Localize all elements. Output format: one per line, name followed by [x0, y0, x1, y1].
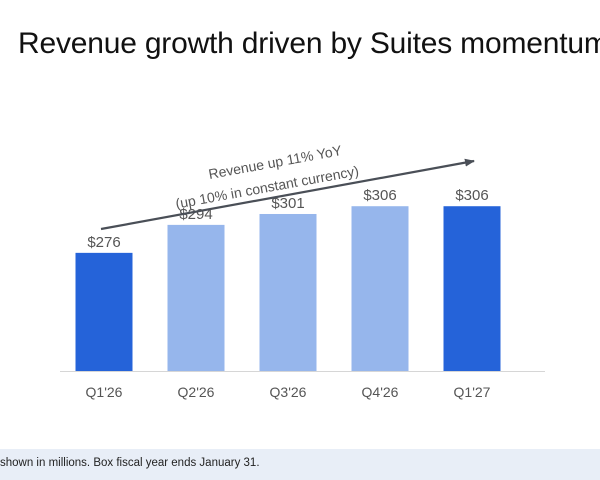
data-label: $306	[363, 187, 396, 204]
data-label: $301	[271, 195, 304, 212]
x-tick-label: Q4'26	[362, 384, 399, 400]
data-label: $306	[455, 187, 488, 204]
slide-title: Revenue growth driven by Suites momentum	[18, 27, 600, 60]
x-tick-label: Q1'26	[86, 384, 123, 400]
bar-q226	[167, 224, 225, 371]
bar-q127	[443, 206, 501, 371]
trend-arrow	[100, 158, 475, 231]
footer-bar	[0, 449, 600, 480]
x-tick-label: Q3'26	[270, 384, 307, 400]
footnote: shown in millions. Box fiscal year ends …	[0, 457, 260, 469]
x-tick-label: Q2'26	[178, 384, 215, 400]
bar-q126	[75, 252, 133, 371]
bar-q426	[351, 206, 409, 371]
data-label: $276	[87, 234, 120, 251]
x-tick-label: Q1'27	[454, 384, 491, 400]
bar-q326	[259, 213, 317, 371]
